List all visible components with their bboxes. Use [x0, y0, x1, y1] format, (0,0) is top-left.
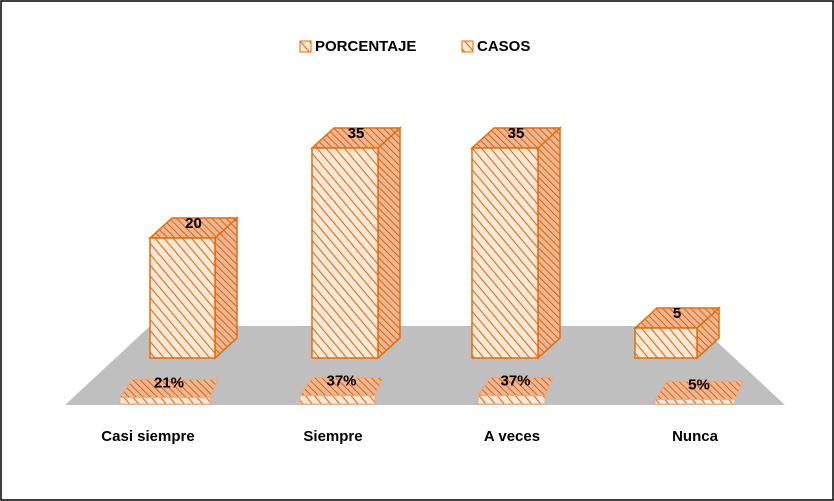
bar — [310, 126, 402, 360]
floor — [65, 326, 785, 405]
bar-front — [149, 237, 216, 359]
data-label: 35 — [508, 125, 525, 142]
data-label: 37% — [326, 373, 356, 390]
bar-side — [214, 216, 238, 360]
x-tick-label: Siempre — [303, 428, 362, 445]
bar-side — [377, 126, 401, 360]
bar — [470, 126, 562, 360]
bar-front — [311, 147, 379, 359]
bar-front — [299, 395, 376, 405]
legend-swatch — [461, 40, 474, 53]
legend-swatch — [299, 40, 312, 53]
bar-front — [471, 147, 539, 359]
data-label: 5 — [673, 305, 681, 322]
data-label: 20 — [185, 215, 202, 232]
x-tick-label: A veces — [484, 428, 540, 445]
bar — [633, 306, 721, 360]
bar-front — [477, 395, 546, 405]
bar — [119, 378, 219, 405]
bar — [477, 377, 554, 405]
bar-front — [654, 398, 736, 405]
legend: PORCENTAJE CASOS — [299, 38, 530, 55]
data-label: 37% — [500, 373, 530, 390]
bar — [148, 216, 239, 360]
data-label: 5% — [688, 376, 710, 393]
bar-side — [537, 126, 561, 360]
bar-front — [634, 327, 698, 359]
data-label: 35 — [348, 125, 365, 142]
bar — [299, 377, 384, 405]
bar — [654, 380, 744, 405]
data-label: 21% — [154, 374, 184, 391]
bar-front — [119, 396, 211, 405]
legend-label: PORCENTAJE — [315, 38, 416, 55]
legend-label: CASOS — [477, 38, 530, 55]
x-tick-label: Casi siempre — [101, 428, 194, 445]
x-tick-label: Nunca — [672, 428, 719, 445]
